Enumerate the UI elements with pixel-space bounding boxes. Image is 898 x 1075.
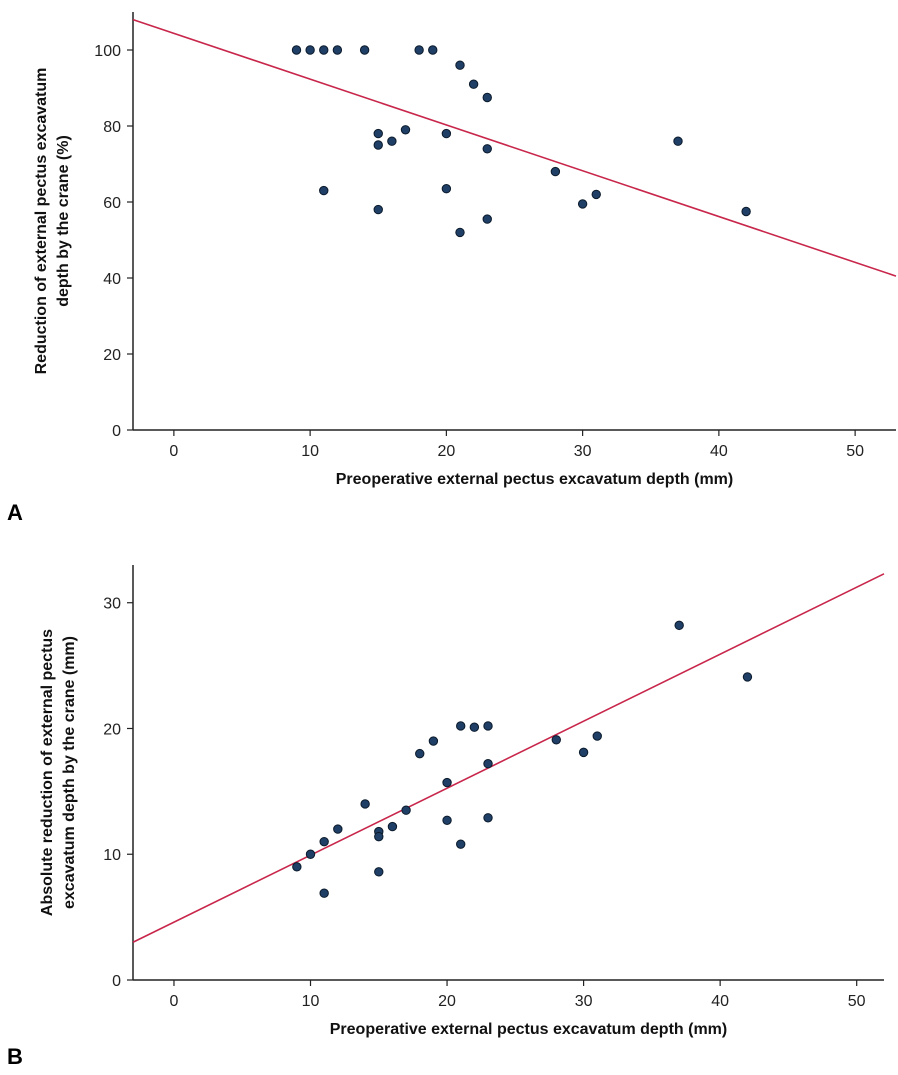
chart-b-data-point <box>483 813 493 823</box>
chart-b-data-point <box>333 824 343 834</box>
chart-a-data-point <box>455 60 465 70</box>
chart-a-x-tick-label: 50 <box>846 443 864 460</box>
chart-b-data-point <box>551 735 561 745</box>
chart-a-x-tick-label: 40 <box>710 443 728 460</box>
chart-a-y-tick-label: 40 <box>103 271 121 288</box>
chart-a-data-point <box>332 45 343 55</box>
chart-a-regression-line <box>132 18 897 277</box>
panel-b: 0 10 20 30 40 50 0 10 20 30 Preoperative external … <box>0 548 898 1075</box>
chart-b-x-axis-title: Preoperative external pectus excavatum d… <box>330 1021 727 1038</box>
chart-a-data-point <box>550 166 561 177</box>
chart-a-y-axis-title-line: depth by the crane (%) <box>55 135 72 307</box>
chart-b-data-point <box>442 777 452 788</box>
chart-a-y-tick-label: 60 <box>103 195 121 212</box>
chart-b-data-point <box>374 831 384 842</box>
chart-a-data-point <box>577 199 588 209</box>
chart-a-y-tick-label: 20 <box>103 347 121 364</box>
chart-b-x-tick-label: 10 <box>302 993 320 1010</box>
chart-b-y-tick-label: 30 <box>103 596 121 613</box>
chart-b-data-point <box>401 805 411 815</box>
chart-b-y-tick-label: 20 <box>103 721 121 738</box>
panel-label-b: B <box>7 1044 23 1069</box>
chart-b-data-point <box>592 731 602 741</box>
chart-b-y-axis-title-line: excavatum depth by the crane (mm) <box>61 636 78 909</box>
chart-a-x-tick-label: 10 <box>301 443 319 460</box>
chart-b-data-point <box>578 747 589 758</box>
chart-b-x-tick-label: 20 <box>438 993 456 1010</box>
chart-a-data-point <box>359 45 370 55</box>
chart-a-data-point <box>468 79 479 89</box>
chart-a-data-point <box>455 227 465 238</box>
chart-b-y-axis-title-line: Absolute reduction of external pectus <box>39 629 56 916</box>
chart-b-y-tick-label: 10 <box>103 847 121 864</box>
chart-a-x-tick-label: 30 <box>574 443 592 460</box>
panel-a: 0 10 20 30 40 50 0 20 40 60 80 100 Preoperative exte… <box>0 0 898 530</box>
chart-a-y-axis-title-line: Reduction of external pectus excavatum <box>33 68 50 375</box>
chart-b-y-tick-label: 0 <box>112 973 121 990</box>
chart-b-data-point <box>360 799 370 809</box>
chart-b-data-point <box>456 721 466 731</box>
chart-b-data-point <box>374 867 384 877</box>
chart-a-data-point <box>319 45 329 55</box>
chart-a-data-point <box>387 136 397 146</box>
chart-b-data-point <box>442 815 452 825</box>
chart-b-data-point <box>319 836 329 847</box>
chart-a-data-point <box>441 184 452 194</box>
chart-a-data-point <box>482 144 492 154</box>
scatter-chart-a: 0 10 20 30 40 50 0 20 40 60 80 100 Preoperative exte… <box>33 12 897 488</box>
chart-a-y-axis-title: Reduction of external pectus excavatum de… <box>33 68 72 375</box>
chart-a-data-point <box>741 206 751 217</box>
chart-b-x-tick-label: 50 <box>848 993 866 1010</box>
chart-b-data-point <box>469 722 480 732</box>
chart-a-data-point <box>414 45 424 55</box>
chart-b-data-point <box>483 721 493 731</box>
chart-b-data-point <box>428 736 439 746</box>
chart-a-data-point <box>373 128 383 139</box>
chart-b-data-point <box>456 839 466 849</box>
chart-a-y-tick-label: 0 <box>112 423 121 440</box>
chart-b-x-tick-label: 30 <box>575 993 593 1010</box>
panel-label-a: A <box>7 500 23 525</box>
chart-a-data-point <box>591 189 601 200</box>
chart-b-data-point <box>305 849 316 859</box>
chart-a-data-point <box>428 45 438 55</box>
chart-a-data-point <box>373 140 383 150</box>
chart-a-data-point <box>291 45 302 55</box>
chart-b-data-point <box>674 620 684 631</box>
chart-b-data-point <box>387 821 398 832</box>
chart-a-data-point <box>482 214 492 224</box>
chart-b-x-tick-label: 0 <box>170 993 179 1010</box>
chart-a-data-point <box>305 45 315 55</box>
chart-a-data-point <box>673 136 683 146</box>
chart-a-data-point <box>319 185 329 196</box>
scatter-chart-b: 0 10 20 30 40 50 0 10 20 30 Preoperative external … <box>39 565 885 1038</box>
chart-b-data-point <box>483 758 493 769</box>
chart-a-x-tick-label: 20 <box>437 443 455 460</box>
chart-a-x-tick-label: 0 <box>169 443 178 460</box>
chart-b-regression-line <box>132 573 885 943</box>
chart-a-data-point <box>400 125 411 135</box>
chart-b-data-point <box>319 888 329 898</box>
chart-b-data-point <box>415 748 425 759</box>
chart-a-x-axis-title: Preoperative external pectus excavatum d… <box>336 471 733 488</box>
chart-a-data-point <box>482 92 492 103</box>
chart-a-data-point <box>441 128 452 139</box>
chart-b-data-point <box>292 862 302 872</box>
chart-b-y-axis-title: Absolute reduction of external pectus exc… <box>39 629 78 916</box>
chart-b-data-point <box>742 672 753 682</box>
chart-b-x-tick-label: 40 <box>711 993 729 1010</box>
chart-a-y-tick-label: 100 <box>94 43 121 60</box>
chart-a-y-tick-label: 80 <box>103 119 121 136</box>
chart-a-data-point <box>373 204 383 215</box>
